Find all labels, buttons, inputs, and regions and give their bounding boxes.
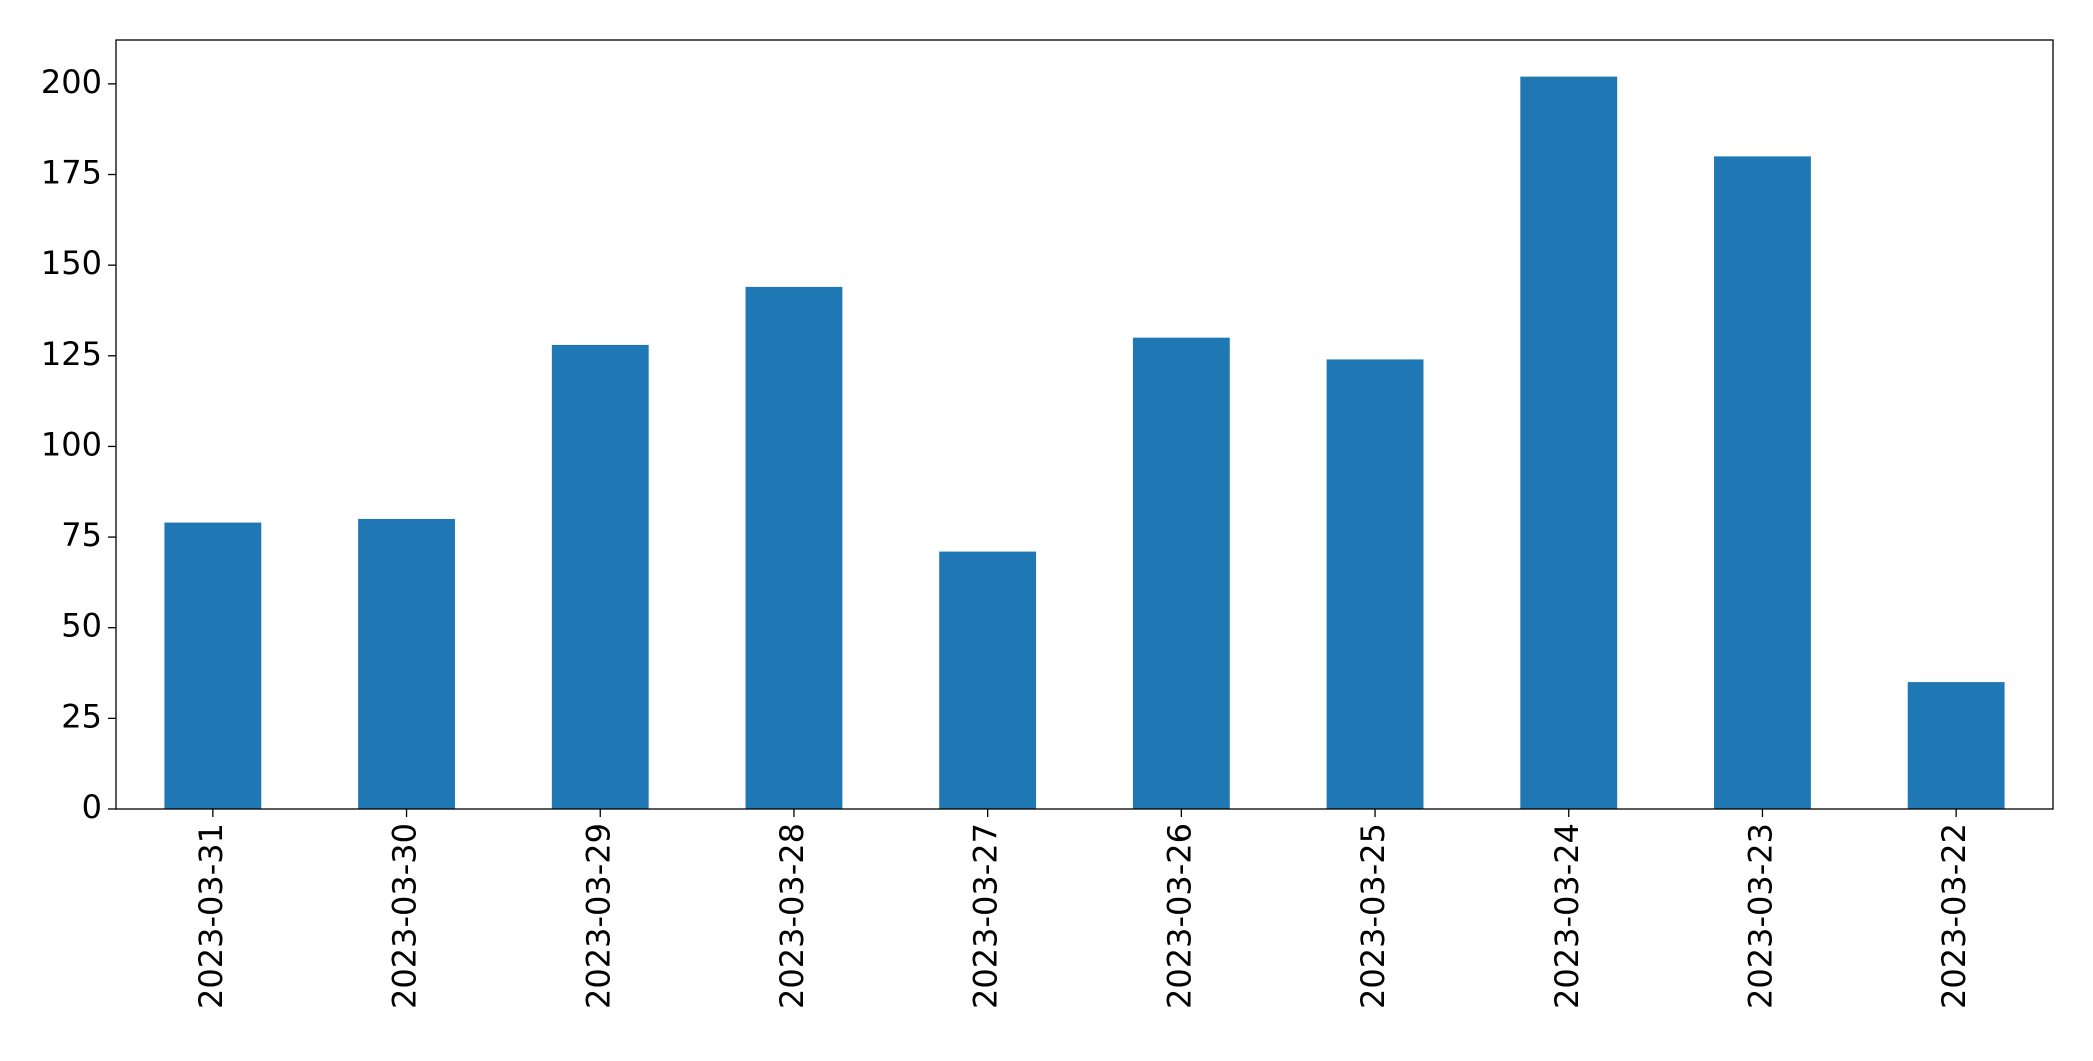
y-tick-label: 125 <box>41 335 102 373</box>
y-tick-label: 25 <box>61 697 102 735</box>
bar <box>551 344 649 809</box>
bar <box>745 286 843 810</box>
bar <box>939 551 1037 809</box>
bar <box>1520 76 1618 810</box>
x-tick-label: 2023-03-26 <box>1160 823 1198 1009</box>
y-tick-label: 175 <box>41 154 102 192</box>
plot-frame <box>115 39 2054 810</box>
y-tick-label: 100 <box>41 425 102 463</box>
bar <box>1132 337 1230 809</box>
bar <box>164 522 262 809</box>
y-tick-label: 50 <box>61 607 102 645</box>
bar <box>1907 682 2005 809</box>
y-tick-label: 75 <box>61 516 102 554</box>
y-tick-label: 0 <box>82 788 102 826</box>
bar <box>1326 359 1424 809</box>
x-tick-label: 2023-03-28 <box>773 823 811 1009</box>
x-tick-label: 2023-03-30 <box>386 823 424 1009</box>
y-tick-label: 150 <box>41 244 102 282</box>
y-tick-label: 200 <box>41 63 102 101</box>
x-tick-label: 2023-03-27 <box>967 823 1005 1009</box>
x-tick-label: 2023-03-23 <box>1741 823 1779 1009</box>
x-tick-label: 2023-03-24 <box>1548 823 1586 1009</box>
x-tick-label: 2023-03-22 <box>1935 823 1973 1009</box>
bar <box>358 518 455 809</box>
x-tick-label: 2023-03-31 <box>192 823 230 1009</box>
x-tick-label: 2023-03-29 <box>579 823 617 1009</box>
x-tick-label: 2023-03-25 <box>1354 823 1392 1009</box>
bar <box>1714 156 1811 810</box>
